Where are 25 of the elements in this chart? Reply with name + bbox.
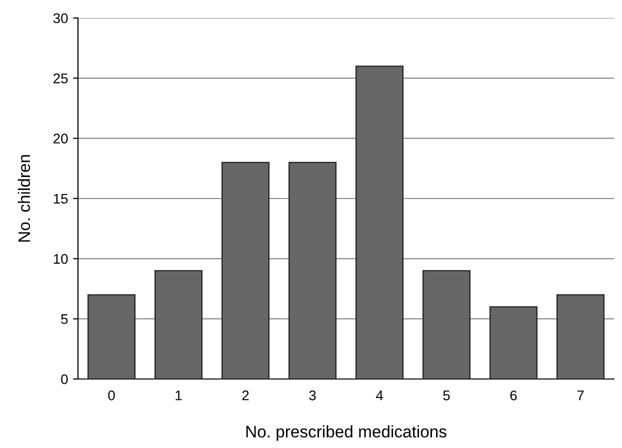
x-tick-label: 1	[176, 390, 182, 400]
y-tick-label: 0	[61, 374, 68, 384]
y-tick-label: 25	[54, 74, 68, 84]
bar	[355, 66, 404, 379]
x-tick-label: 2	[242, 390, 249, 400]
bar	[154, 270, 203, 379]
bar	[221, 162, 270, 379]
y-tick-label: 10	[54, 254, 68, 264]
y-tick-label: 30	[53, 13, 68, 24]
bar	[288, 162, 337, 379]
x-axis-title: No. prescribed medications	[246, 425, 446, 441]
y-tick-label: 20	[54, 134, 68, 144]
x-tick-label: 3	[309, 390, 316, 400]
y-tick-label: 5	[61, 314, 68, 324]
bar	[489, 306, 538, 379]
y-tick-label: 15	[54, 194, 68, 204]
bar	[556, 294, 605, 379]
x-tick-label: 6	[510, 390, 517, 400]
x-tick-label: 4	[376, 390, 383, 400]
x-tick-label: 5	[443, 390, 450, 400]
x-tick-label: 0	[108, 390, 115, 400]
y-axis-title: No. children	[18, 155, 30, 242]
x-tick-label: 7	[577, 390, 584, 400]
bar	[87, 294, 136, 379]
bar	[422, 270, 471, 379]
